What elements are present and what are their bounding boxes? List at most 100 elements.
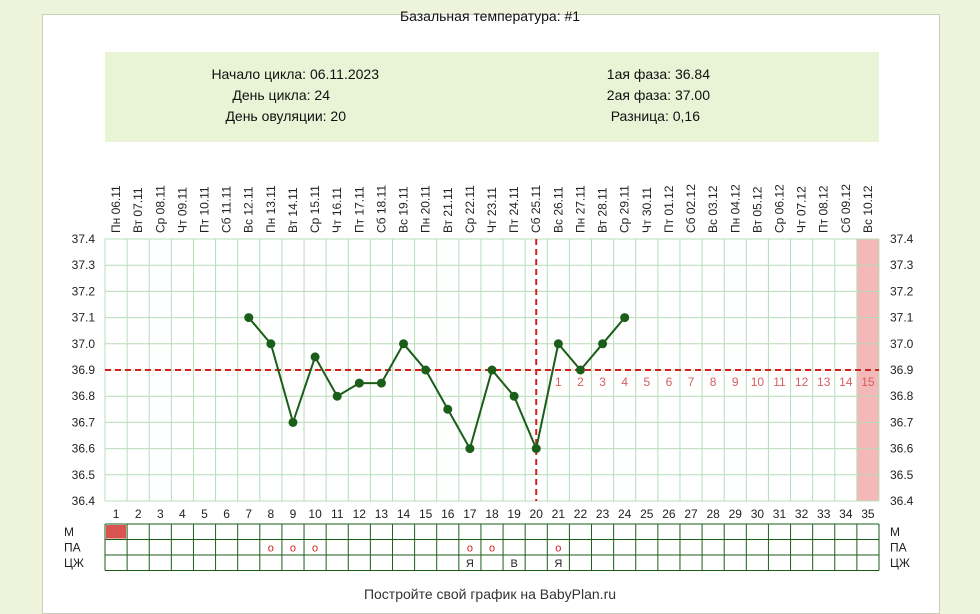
date-label: Вт 07.11	[131, 187, 145, 233]
temperature-point	[598, 339, 608, 349]
y-tick-label-right: 37.2	[890, 284, 914, 298]
date-label: Пн 27.11	[573, 185, 587, 233]
cycle-day-label: 23	[596, 507, 610, 521]
date-label: Чт 07.12	[795, 186, 809, 233]
date-label: Вс 03.12	[706, 185, 720, 233]
date-label: Чт 09.11	[175, 187, 189, 233]
cycle-day-label: 34	[839, 507, 853, 521]
y-tick-label-right: 37.3	[890, 258, 914, 272]
date-label: Ср 22.11	[463, 185, 477, 233]
y-tick-label-right: 37.4	[890, 232, 914, 246]
cycle-day-label: 33	[817, 507, 831, 521]
temperature-point	[288, 417, 298, 427]
date-label: Пн 20.11	[419, 185, 433, 233]
y-tick-label-right: 36.8	[890, 389, 914, 403]
luteal-day-label: 4	[621, 375, 628, 389]
temperature-point	[244, 313, 254, 323]
y-tick-label-right: 37.0	[890, 337, 914, 351]
luteal-day-label: 10	[751, 375, 765, 389]
y-tick-label-left: 36.7	[72, 415, 96, 429]
intercourse-mark: o	[290, 543, 296, 555]
bbt-chart: 37.4 37.4 37.3 37.3 37.2 37.2 37.1 37.1 37.0 37.0…	[64, 184, 914, 571]
y-tick-label-left: 36.9	[72, 363, 96, 377]
y-tick-label-right: 36.6	[890, 442, 914, 456]
cycle-day-label: 28	[706, 507, 720, 521]
intercourse-mark: o	[489, 543, 495, 555]
cycle-day-label: 11	[331, 507, 344, 521]
intercourse-mark: o	[467, 543, 473, 555]
cycle-day-label: 13	[375, 507, 389, 521]
date-label: Сб 18.11	[374, 185, 388, 233]
row-label-right: М	[890, 525, 900, 539]
luteal-day-label: 11	[773, 375, 786, 389]
cycle-day-label: 20	[530, 507, 544, 521]
luteal-day-label: 13	[817, 375, 831, 389]
cycle-day-label: 19	[507, 507, 521, 521]
footer-link[interactable]: Постройте свой график на BabyPlan.ru	[363, 586, 617, 602]
date-label: Сб 09.12	[839, 184, 853, 233]
cycle-day-label: 5	[201, 507, 208, 521]
date-label: Чт 23.11	[485, 187, 499, 233]
y-tick-label-left: 36.8	[72, 389, 96, 403]
temperature-point	[399, 339, 409, 349]
cycle-day-label: 31	[773, 507, 787, 521]
cycle-day-label: 2	[135, 507, 142, 521]
cycle-day-label: 7	[245, 507, 252, 521]
cycle-day-label: 12	[353, 507, 367, 521]
date-label: Ср 15.11	[308, 185, 322, 233]
row-label-left: ЦЖ	[64, 556, 84, 570]
intercourse-mark: o	[268, 543, 274, 555]
luteal-day-label: 15	[861, 375, 875, 389]
luteal-day-label: 8	[710, 375, 717, 389]
cycle-day-label: 35	[861, 507, 875, 521]
luteal-day-label: 14	[839, 375, 853, 389]
cycle-day-label: 27	[684, 507, 698, 521]
y-tick-label-left: 36.4	[72, 494, 96, 508]
cycle-day-label: 6	[223, 507, 230, 521]
temperature-point	[487, 365, 497, 375]
phase-2: 2ая фаза: 37.00	[606, 87, 710, 103]
luteal-day-label: 7	[688, 375, 695, 389]
temperature-point	[266, 339, 276, 349]
date-label: Вт 21.11	[441, 187, 455, 233]
date-label: Пн 13.11	[264, 185, 278, 233]
cycle-start: Начало цикла: 06.11.2023	[211, 66, 379, 82]
date-label: Пн 06.11	[109, 185, 123, 233]
temperature-point	[332, 391, 342, 401]
menses-cell	[106, 525, 127, 539]
date-label: Вт 05.12	[750, 186, 764, 233]
cycle-day-label: 18	[485, 507, 499, 521]
temperature-point	[531, 444, 541, 454]
cycle-day-label: 14	[397, 507, 411, 521]
phase-1: 1ая фаза: 36.84	[606, 66, 710, 82]
y-tick-label-left: 36.5	[72, 468, 96, 482]
y-tick-label-right: 36.4	[890, 494, 914, 508]
date-label: Пт 10.11	[198, 186, 212, 233]
temperature-point	[421, 365, 431, 375]
cycle-day-label: 25	[640, 507, 654, 521]
y-tick-label-left: 37.4	[72, 232, 96, 246]
y-tick-label-left: 37.2	[72, 284, 96, 298]
chart-title: Базальная температура: #1	[399, 8, 581, 24]
cycle-day-label: 30	[751, 507, 765, 521]
cycle-day: День цикла: 24	[232, 87, 330, 103]
cycle-day-label: 15	[419, 507, 433, 521]
luteal-day-label: 2	[577, 375, 584, 389]
date-label: Вт 14.11	[286, 187, 300, 233]
y-tick-label-left: 36.6	[72, 442, 96, 456]
y-tick-label-right: 36.9	[890, 363, 914, 377]
y-tick-label-right: 37.1	[890, 311, 914, 325]
temperature-point	[354, 378, 364, 388]
luteal-day-label: 1	[555, 375, 562, 389]
cycle-day-label: 1	[113, 507, 120, 521]
cycle-day-label: 24	[618, 507, 632, 521]
temperature-point	[465, 444, 475, 454]
temperature-point	[376, 378, 386, 388]
temperature-line	[247, 316, 626, 452]
temperature-point	[575, 365, 585, 375]
luteal-day-label: 3	[599, 375, 606, 389]
luteal-day-label: 6	[666, 375, 673, 389]
y-tick-label-left: 37.3	[72, 258, 96, 272]
date-label: Сб 11.11	[220, 186, 234, 233]
intercourse-mark: o	[555, 543, 561, 555]
